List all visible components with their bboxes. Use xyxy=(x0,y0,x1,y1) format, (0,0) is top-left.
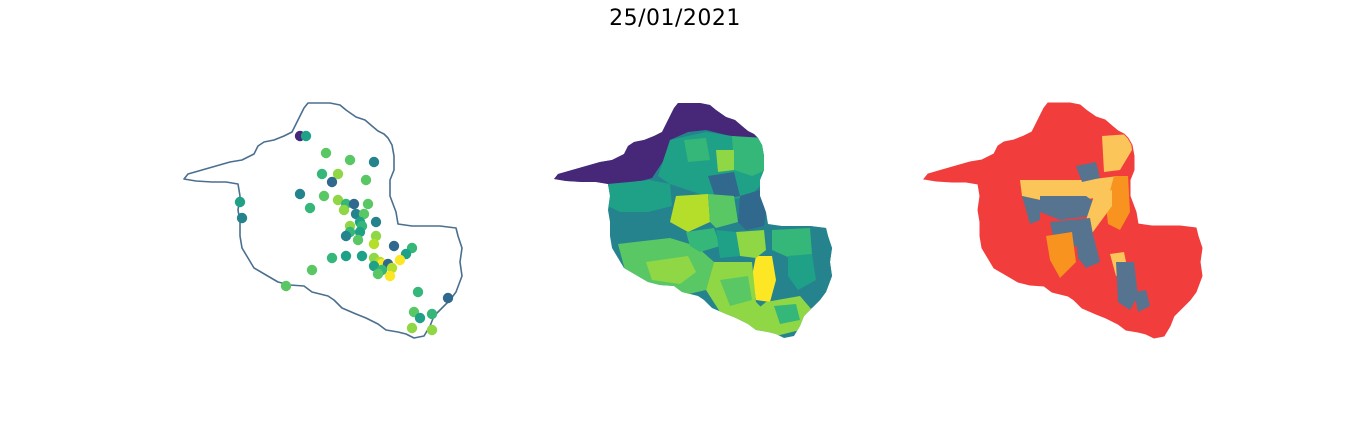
risk-state-border xyxy=(923,102,1203,339)
municipality-point xyxy=(320,147,332,159)
region-center-lime-2 xyxy=(736,230,766,258)
municipality-point xyxy=(368,260,380,272)
municipality-point xyxy=(414,312,426,324)
municipality-point xyxy=(362,198,374,210)
municipality-point xyxy=(326,252,338,264)
map-panel-choropleth-viridis xyxy=(554,103,832,338)
figure-title: 25/01/2021 xyxy=(609,6,741,31)
region-northeast xyxy=(732,136,766,176)
region-se-green xyxy=(774,304,800,324)
region-center-yellow xyxy=(752,256,776,302)
municipality-point xyxy=(426,308,438,320)
municipality-point xyxy=(412,286,424,298)
municipality-point xyxy=(442,292,454,304)
municipality-point xyxy=(394,254,406,266)
map-panel-choropleth-risk xyxy=(923,102,1203,339)
region-center-mid xyxy=(708,194,738,228)
region-center-strip xyxy=(686,228,720,252)
municipality-point xyxy=(332,168,344,180)
municipality-point xyxy=(340,230,352,242)
risk-slate-west xyxy=(1022,196,1040,224)
municipality-point xyxy=(358,208,370,220)
municipality-point xyxy=(368,156,380,168)
region-east-green xyxy=(772,228,812,258)
municipality-point xyxy=(236,212,248,224)
municipality-point xyxy=(304,202,316,214)
municipality-point xyxy=(300,130,312,142)
municipality-point xyxy=(306,264,318,276)
region-center-lime xyxy=(670,194,710,232)
region-ne-small xyxy=(716,150,734,172)
municipality-point xyxy=(426,324,438,336)
municipality-point xyxy=(340,250,352,262)
municipality-point xyxy=(316,168,328,180)
risk-orange-center xyxy=(1046,232,1076,278)
risk-yellow-ne xyxy=(1102,134,1132,172)
municipality-point xyxy=(372,268,384,280)
region-top-green xyxy=(684,138,710,162)
region-center-dark xyxy=(708,172,740,200)
municipality-point xyxy=(280,280,292,292)
risk-yellow-band xyxy=(1020,176,1118,200)
municipality-point xyxy=(326,176,338,188)
viridis-regions xyxy=(554,103,832,338)
municipality-point xyxy=(388,240,400,252)
region-right-dark xyxy=(738,190,766,230)
region-sw-light xyxy=(646,256,696,284)
region-south-mid xyxy=(720,276,752,306)
municipality-point xyxy=(234,196,246,208)
risk-slate-north xyxy=(1076,162,1100,182)
municipality-points-layer xyxy=(234,130,454,336)
region-mid-teal xyxy=(716,230,740,258)
risk-slate-center xyxy=(1040,196,1100,220)
municipality-point xyxy=(354,226,366,238)
municipality-point xyxy=(352,234,364,246)
municipality-point xyxy=(384,270,396,282)
municipality-point xyxy=(318,190,330,202)
municipality-point xyxy=(360,174,372,186)
municipality-point xyxy=(356,250,368,262)
municipality-point xyxy=(338,204,350,216)
risk-slate-strip xyxy=(1076,238,1100,268)
municipality-point xyxy=(332,194,344,206)
risk-orange-east xyxy=(1106,176,1130,230)
map-panel-points xyxy=(183,102,463,339)
municipality-point xyxy=(368,238,380,250)
municipality-point xyxy=(348,198,360,210)
municipality-point xyxy=(406,322,418,334)
municipality-point xyxy=(350,208,362,220)
municipality-point xyxy=(294,188,306,200)
region-east-teal xyxy=(788,254,816,290)
municipality-point xyxy=(386,262,398,274)
region-west xyxy=(608,180,672,212)
municipality-point xyxy=(370,216,382,228)
state-outline xyxy=(183,102,463,339)
risk-regions xyxy=(924,103,1202,338)
municipality-point xyxy=(344,154,356,166)
risk-slate-south xyxy=(1116,262,1138,310)
risk-slate-se xyxy=(1134,290,1150,312)
municipality-point xyxy=(370,230,382,242)
